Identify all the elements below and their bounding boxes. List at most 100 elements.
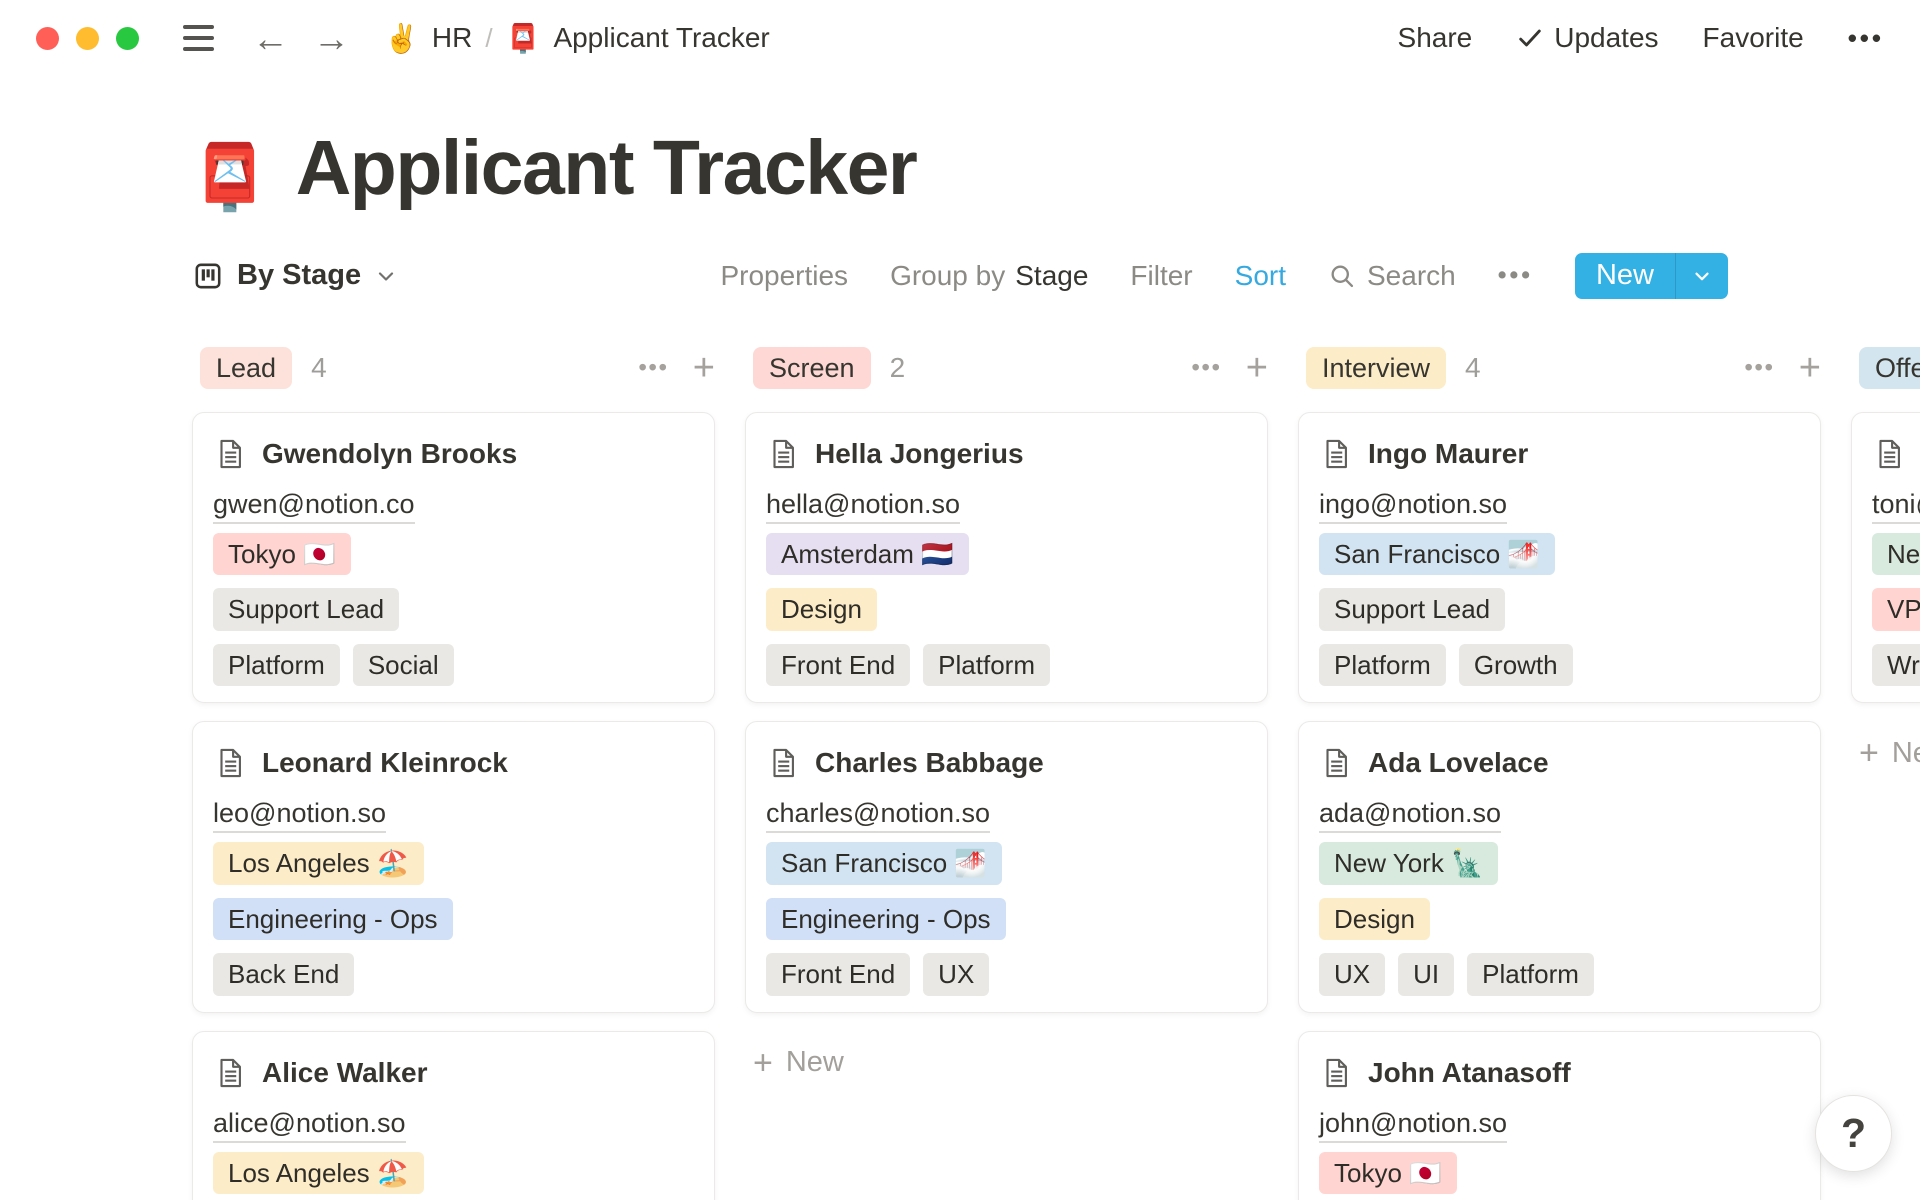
applicant-card[interactable]: Alice Walker alice@notion.so Los Angeles…: [192, 1030, 715, 1200]
skill-tag: UI: [1398, 953, 1455, 996]
page-title-emoji-icon: 📮: [190, 140, 270, 213]
column-more-icon[interactable]: •••: [1744, 354, 1775, 381]
role-tag: Engineering - Ops: [213, 897, 453, 941]
add-card-button[interactable]: + New: [1851, 736, 1920, 770]
applicant-card[interactable]: Toni toni@notion.so New York 🗽 VP of Wri…: [1851, 411, 1920, 704]
applicant-name: Ada Lovelace: [1368, 747, 1549, 779]
kanban-board: Lead 4 ••• + Gwendolyn Brooks gwen@notio…: [192, 346, 1920, 1200]
toolbar-more-icon[interactable]: •••: [1497, 261, 1533, 290]
sort-button[interactable]: Sort: [1234, 259, 1286, 291]
skill-tag: Writing: [1872, 643, 1920, 687]
breadcrumb-workspace[interactable]: HR: [431, 22, 473, 53]
applicant-email-link[interactable]: alice@notion.so: [213, 1107, 406, 1143]
back-arrow-icon[interactable]: ←: [252, 17, 289, 59]
skill-tag: UX: [1319, 953, 1386, 996]
applicant-name: John Atanasoff: [1368, 1056, 1571, 1088]
applicant-email-link[interactable]: hella@notion.so: [766, 488, 961, 524]
column-title-pill[interactable]: Lead: [200, 346, 293, 390]
applicant-email-link[interactable]: toni@notion.so: [1872, 488, 1920, 524]
page-icon: [220, 439, 241, 468]
applicant-name: Leonard Kleinrock: [262, 747, 508, 779]
applicant-email-link[interactable]: john@notion.so: [1319, 1107, 1508, 1143]
column-count: 4: [1465, 351, 1481, 383]
share-button[interactable]: Share: [1397, 22, 1473, 53]
skill-tag: Platform: [1319, 643, 1446, 687]
role-tag: Support Lead: [1319, 588, 1506, 631]
column-screen: Screen 2 ••• + Hella Jongerius hella@not…: [745, 346, 1268, 1080]
column-count: 4: [311, 351, 327, 383]
properties-button[interactable]: Properties: [720, 259, 849, 291]
location-tag: Los Angeles 🏖️: [213, 1151, 425, 1195]
search-label: Search: [1367, 259, 1456, 291]
column-add-icon[interactable]: +: [1245, 346, 1268, 389]
add-card-button[interactable]: + New: [745, 1046, 1268, 1080]
applicant-email-link[interactable]: charles@notion.so: [766, 798, 991, 834]
minimize-window-button[interactable]: [76, 26, 99, 50]
view-name: By Stage: [237, 259, 362, 292]
skill-tag: Social: [352, 643, 454, 687]
column-count: 2: [889, 351, 906, 383]
column-title-pill[interactable]: Interview: [1306, 346, 1447, 390]
applicant-card[interactable]: Charles Babbage charles@notion.so San Fr…: [745, 721, 1268, 1013]
skill-tag: UX: [923, 953, 990, 996]
location-tag: Amsterdam 🇳🇱: [766, 532, 969, 576]
applicant-card[interactable]: Hella Jongerius hella@notion.so Amsterda…: [745, 411, 1268, 704]
column-interview: Interview 4 ••• + Ingo Maurer ingo@notio…: [1298, 346, 1821, 1200]
applicant-card[interactable]: John Atanasoff john@notion.so Tokyo 🇯🇵: [1298, 1030, 1821, 1200]
search-button[interactable]: Search: [1328, 260, 1456, 292]
column-more-icon[interactable]: •••: [638, 354, 669, 381]
page-icon: [773, 439, 794, 468]
maximize-window-button[interactable]: [116, 26, 139, 50]
column-title-pill[interactable]: Screen: [753, 346, 871, 390]
forward-arrow-icon[interactable]: →: [313, 17, 350, 59]
applicant-name: Hella Jongerius: [815, 437, 1024, 469]
group-by-value: Stage: [1015, 259, 1089, 291]
applicant-name: Charles Babbage: [815, 747, 1044, 779]
close-window-button[interactable]: [36, 26, 59, 50]
favorite-button[interactable]: Favorite: [1702, 22, 1804, 53]
check-icon: [1519, 29, 1541, 47]
page-icon: [1326, 439, 1347, 468]
sidebar-toggle-icon[interactable]: [183, 25, 214, 51]
view-switcher[interactable]: By Stage: [192, 259, 398, 292]
skill-tag: Platform: [1467, 953, 1594, 996]
page-icon: [773, 749, 794, 778]
search-icon: [1331, 265, 1354, 287]
applicant-email-link[interactable]: ingo@notion.so: [1319, 488, 1508, 524]
column-more-icon[interactable]: •••: [1191, 354, 1222, 381]
applicant-card[interactable]: Ada Lovelace ada@notion.so New York 🗽 De…: [1298, 721, 1821, 1013]
skill-tag: Back End: [213, 953, 355, 996]
column-add-icon[interactable]: +: [692, 346, 715, 389]
new-button-label[interactable]: New: [1595, 259, 1654, 292]
applicant-email-link[interactable]: ada@notion.so: [1319, 798, 1502, 834]
column-offer: Offer ••• + Toni toni@notion.so New York…: [1851, 346, 1920, 770]
filter-button[interactable]: Filter: [1130, 259, 1193, 291]
column-add-icon[interactable]: +: [1798, 346, 1821, 389]
applicant-email-link[interactable]: leo@notion.so: [213, 798, 387, 834]
role-tag: Support Lead: [213, 588, 400, 631]
column-title-pill[interactable]: Offer: [1859, 346, 1920, 390]
updates-label: Updates: [1554, 22, 1659, 53]
applicant-email-link[interactable]: gwen@notion.co: [213, 488, 415, 524]
group-by-button[interactable]: Group by Stage: [890, 260, 1088, 292]
updates-button[interactable]: Updates: [1516, 22, 1659, 54]
role-tag: Design: [766, 588, 877, 631]
location-tag: New York 🗽: [1319, 842, 1499, 885]
applicant-card[interactable]: Ingo Maurer ingo@notion.so San Francisco…: [1298, 411, 1821, 704]
applicant-card[interactable]: Leonard Kleinrock leo@notion.so Los Ange…: [192, 721, 715, 1013]
page-icon: [1326, 1058, 1347, 1087]
page-title: Applicant Tracker: [295, 125, 918, 211]
applicant-card[interactable]: Gwendolyn Brooks gwen@notion.co Tokyo 🇯🇵…: [192, 411, 715, 704]
breadcrumb-page[interactable]: Applicant Tracker: [553, 22, 770, 53]
new-record-button[interactable]: New: [1574, 252, 1728, 299]
role-tag: VP of: [1872, 588, 1920, 631]
add-card-label: New: [1891, 736, 1920, 769]
new-button-chevron-icon[interactable]: [1676, 253, 1728, 299]
page-icon: [220, 749, 241, 778]
more-options-icon[interactable]: •••: [1847, 22, 1884, 53]
help-button[interactable]: ?: [1815, 1095, 1892, 1172]
skill-tag: Platform: [923, 643, 1050, 687]
skill-tag: Front End: [766, 643, 911, 687]
page-icon: [1879, 439, 1900, 468]
location-tag: Los Angeles 🏖️: [213, 842, 425, 885]
